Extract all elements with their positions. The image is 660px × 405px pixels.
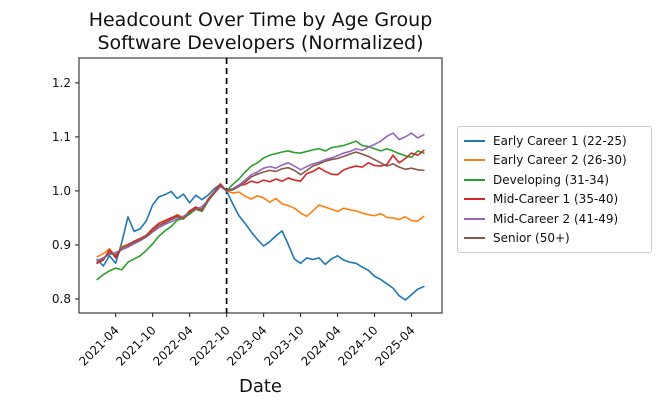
y-tick-label: 1.2: [52, 76, 71, 90]
chart-title-line-2: Software Developers (Normalized): [97, 32, 424, 54]
legend-line-swatch-early-career-2: [464, 159, 485, 162]
legend-line-swatch-early-career-1: [464, 139, 485, 142]
legend-label-senior: Senior (50+): [493, 231, 570, 246]
x-tick-label: 2023-04: [224, 323, 269, 368]
series-line-developing: [96, 140, 425, 281]
legend-item-early-career-1: Early Career 1 (22-25): [464, 131, 645, 151]
x-tick-label: 2025-04: [372, 323, 417, 368]
chart-title: Headcount Over Time by Age Group Softwar…: [79, 9, 442, 55]
series-line-early-career-1: [96, 183, 425, 301]
series-line-mid-career-1: [96, 149, 425, 265]
x-tick-label: 2022-10: [187, 323, 232, 368]
legend-label-mid-career-2: Mid-Career 2 (41-49): [493, 211, 619, 226]
y-tick-label: 1.0: [52, 184, 71, 198]
chart-title-line-1: Headcount Over Time by Age Group: [88, 9, 433, 31]
legend-line-swatch-developing: [464, 178, 485, 181]
x-tick-label: 2023-10: [261, 323, 306, 368]
x-tick-label: 2021-04: [76, 323, 121, 368]
x-tick-label: 2024-04: [298, 323, 343, 368]
y-tick-label: 0.9: [52, 238, 71, 252]
x-tick-label: 2021-10: [113, 323, 158, 368]
legend-label-mid-career-1: Mid-Career 1 (35-40): [493, 192, 619, 207]
legend-label-developing: Developing (31-34): [493, 172, 610, 187]
legend-item-early-career-2: Early Career 2 (26-30): [464, 151, 645, 171]
legend-item-mid-career-2: Mid-Career 2 (41-49): [464, 209, 645, 229]
legend-line-swatch-mid-career-1: [464, 198, 485, 201]
legend-label-early-career-2: Early Career 2 (26-30): [493, 153, 627, 168]
y-tick-label: 1.1: [52, 130, 71, 144]
legend-line-swatch-senior: [464, 237, 485, 240]
x-tick-label: 2024-10: [335, 323, 380, 368]
legend-label-early-career-1: Early Career 1 (22-25): [493, 133, 627, 148]
legend: Early Career 1 (22-25) Early Career 2 (26…: [457, 126, 652, 253]
legend-item-senior: Senior (50+): [464, 229, 645, 249]
x-axis-label: Date: [238, 376, 283, 397]
legend-item-developing: Developing (31-34): [464, 170, 645, 190]
legend-item-mid-career-1: Mid-Career 1 (35-40): [464, 190, 645, 210]
x-tick-label: 2022-04: [150, 323, 195, 368]
y-tick-label: 0.8: [52, 292, 71, 306]
legend-line-swatch-mid-career-2: [464, 217, 485, 220]
series-line-senior: [96, 151, 425, 264]
axes-frame: [78, 57, 443, 314]
